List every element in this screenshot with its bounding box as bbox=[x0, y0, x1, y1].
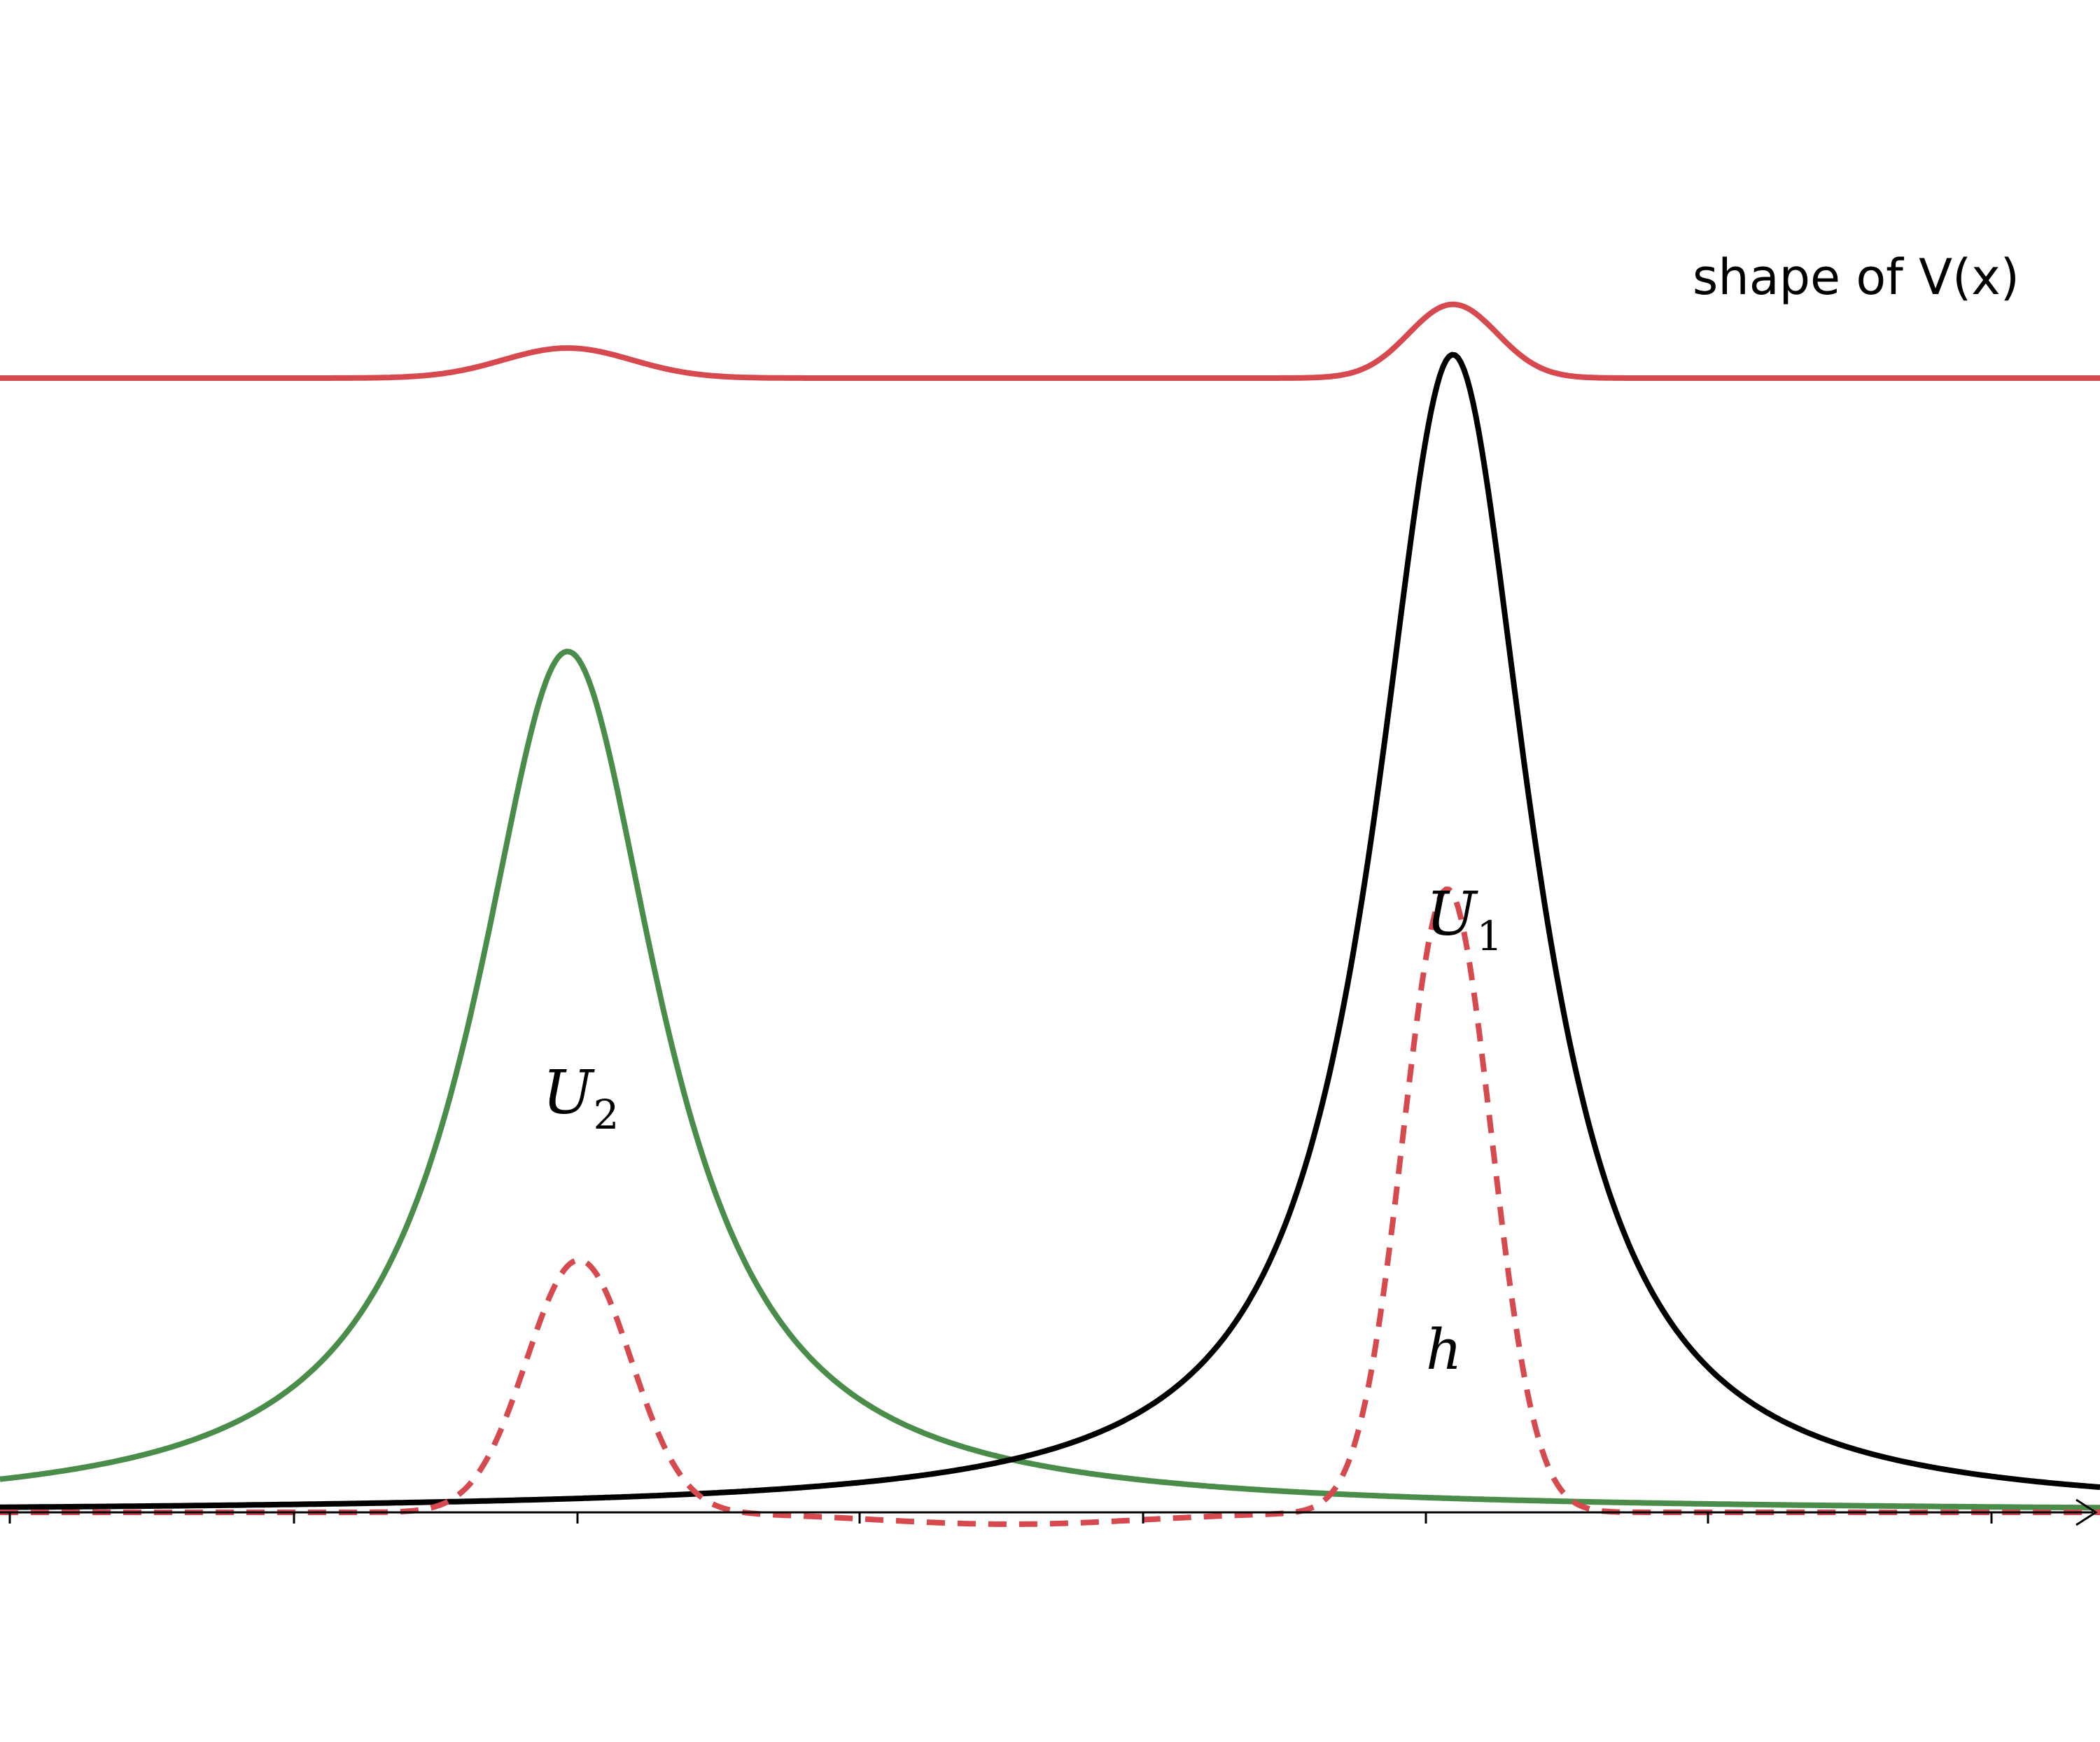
u1-label: U1 bbox=[1426, 879, 1502, 960]
series-v-line bbox=[0, 301, 2100, 381]
u2-label: U2 bbox=[542, 1058, 619, 1138]
chart-curves bbox=[0, 301, 2100, 1527]
x-axis-arrow bbox=[2076, 1498, 2098, 1526]
u2-label-symbol: U bbox=[542, 1058, 595, 1128]
series-u1-line bbox=[0, 351, 2100, 1510]
h-label: h bbox=[1426, 1317, 1462, 1382]
u1-label-symbol: U bbox=[1426, 879, 1478, 949]
u1-label-subscript: 1 bbox=[1476, 912, 1502, 960]
u2-label-subscript: 2 bbox=[593, 1091, 619, 1138]
potential-label: shape of V(x) bbox=[1693, 249, 2019, 306]
series-h-line bbox=[0, 886, 2100, 1527]
series-u2-line bbox=[0, 648, 2100, 1511]
x-axis bbox=[0, 1498, 2098, 1526]
